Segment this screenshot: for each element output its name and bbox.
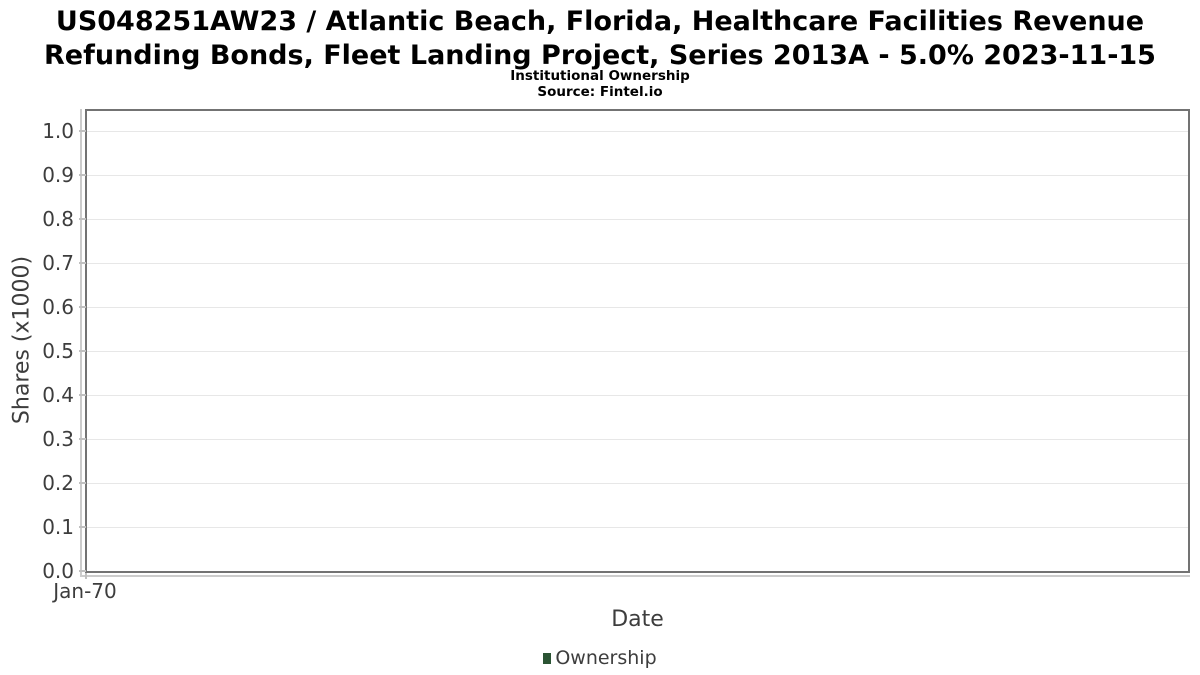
y-tick-label: 0.2 (42, 471, 74, 495)
gridline (87, 527, 1188, 528)
y-tick-label: 0.9 (42, 163, 74, 187)
gridline (87, 439, 1188, 440)
y-tick-label: 0.6 (42, 295, 74, 319)
x-tick-mark (85, 573, 87, 579)
y-tick-label: 0.7 (42, 251, 74, 275)
y-tick-label: 0.8 (42, 207, 74, 231)
y-tick-label: 0.0 (42, 559, 74, 583)
gridline (87, 131, 1188, 132)
chart-title: US048251AW23 / Atlantic Beach, Florida, … (44, 6, 1156, 71)
gridline (87, 175, 1188, 176)
legend-marker-icon (543, 652, 552, 664)
y-tick-mark (79, 438, 86, 440)
y-tick-mark (79, 482, 86, 484)
gridline (87, 263, 1188, 264)
y-tick-mark (79, 218, 86, 220)
y-tick-mark (79, 262, 86, 264)
chart-source-credit: Source: Fintel.io (537, 84, 663, 100)
gridline (87, 351, 1188, 352)
x-tick-label: Jan-70 (53, 579, 117, 603)
x-axis-line (80, 575, 1190, 577)
gridline (87, 395, 1188, 396)
y-tick-label: 0.3 (42, 427, 74, 451)
legend-label: Ownership (555, 647, 657, 669)
y-tick-mark (79, 350, 86, 352)
gridline (87, 483, 1188, 484)
y-tick-mark (79, 174, 86, 176)
y-tick-label: 0.1 (42, 515, 74, 539)
y-tick-mark (79, 306, 86, 308)
y-tick-mark (79, 570, 86, 572)
legend-item-ownership[interactable]: Ownership (543, 647, 657, 669)
gridline (87, 219, 1188, 220)
y-tick-label: 0.4 (42, 383, 74, 407)
x-axis-label: Date (611, 607, 664, 632)
y-tick-mark (79, 526, 86, 528)
plot-area (85, 109, 1190, 573)
y-axis-line (80, 109, 82, 577)
gridline (87, 307, 1188, 308)
y-tick-label: 0.5 (42, 339, 74, 363)
chart-subtitle: Institutional Ownership (510, 68, 690, 84)
y-tick-label: 1.0 (42, 119, 74, 143)
legend: Ownership (0, 646, 1200, 670)
y-tick-mark (79, 394, 86, 396)
y-tick-mark (79, 130, 86, 132)
